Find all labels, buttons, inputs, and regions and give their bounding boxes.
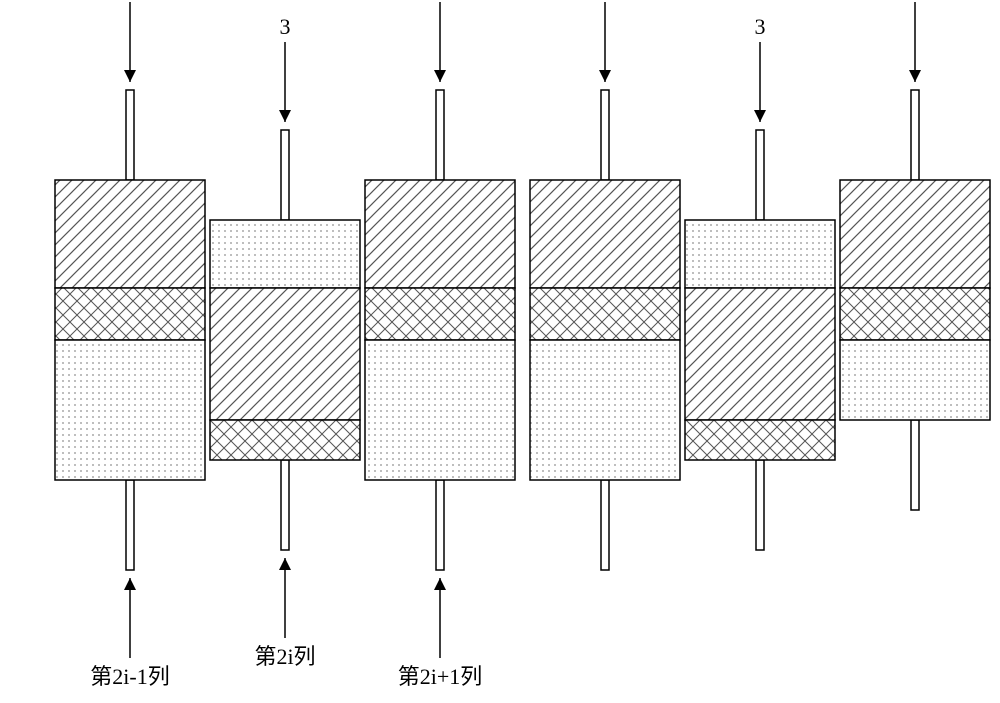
column-2 (365, 180, 515, 480)
column-5 (840, 180, 990, 420)
bottom-label: 第2i-1列 (90, 664, 169, 689)
bottom-label: 第2i列 (254, 644, 315, 669)
diagram-canvas: 2第2i-1列3第2i列4第2i+1列234 (0, 0, 1000, 703)
column-3 (530, 180, 680, 480)
column-1 (210, 220, 360, 460)
blocks-layer (55, 180, 990, 480)
bottom-label: 第2i+1列 (398, 664, 483, 689)
column-4 (685, 220, 835, 460)
top-number: 3 (280, 14, 291, 39)
top-number: 3 (755, 14, 766, 39)
column-0 (55, 180, 205, 480)
